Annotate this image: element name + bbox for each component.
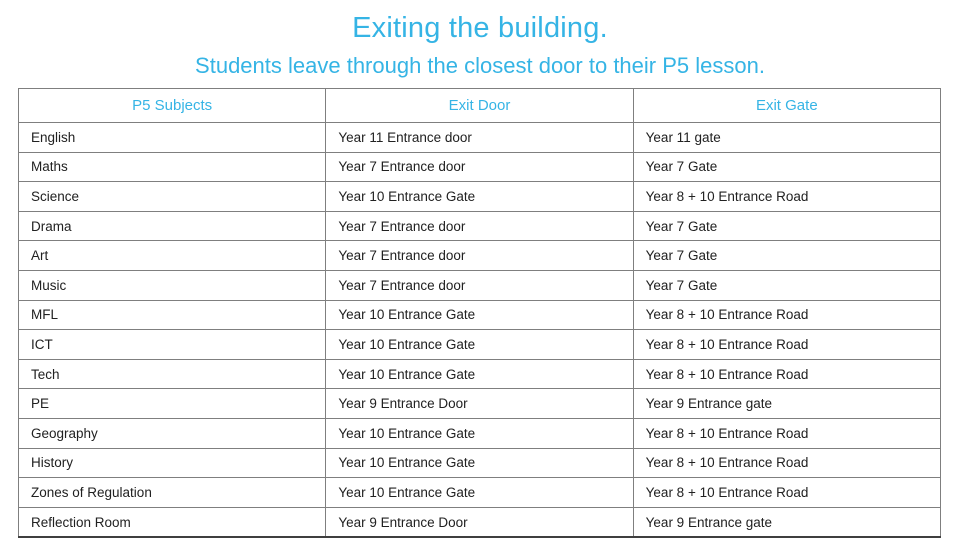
exit-table-body: English Year 11 Entrance door Year 11 ga… — [17, 122, 942, 539]
exit-gate-cell: Year 9 Entrance gate — [632, 506, 942, 539]
table-row: Drama Year 7 Entrance door Year 7 Gate — [17, 210, 942, 242]
exit-gate-cell: Year 8 + 10 Entrance Road — [632, 181, 942, 212]
subject-cell: Drama — [17, 210, 327, 242]
table-row: Zones of Regulation Year 10 Entrance Gat… — [17, 477, 942, 508]
exit-gate-cell: Year 7 Gate — [632, 151, 942, 183]
subject-cell: English — [17, 122, 327, 153]
table-row: Science Year 10 Entrance Gate Year 8 + 1… — [17, 181, 942, 212]
table-row: Maths Year 7 Entrance door Year 7 Gate — [17, 151, 942, 183]
exit-door-cell: Year 7 Entrance door — [325, 210, 634, 242]
subject-cell: MFL — [17, 299, 327, 331]
exit-gate-cell: Year 8 + 10 Entrance Road — [632, 417, 942, 449]
exit-gate-cell: Year 8 + 10 Entrance Road — [632, 477, 942, 508]
subject-cell: Art — [17, 240, 327, 271]
subject-cell: ICT — [17, 329, 327, 360]
exit-table: P5 Subjects Exit Door Exit Gate English … — [17, 88, 942, 539]
table-row: Reflection Room Year 9 Entrance Door Yea… — [17, 506, 942, 539]
exit-door-cell: Year 10 Entrance Gate — [325, 417, 634, 449]
subject-cell: Music — [17, 269, 327, 301]
exit-gate-cell: Year 9 Entrance gate — [632, 388, 942, 419]
exit-door-cell: Year 9 Entrance Door — [325, 388, 634, 419]
exit-gate-cell: Year 7 Gate — [632, 240, 942, 271]
exit-door-cell: Year 10 Entrance Gate — [325, 299, 634, 331]
subject-cell: Maths — [17, 151, 327, 183]
page-title: Exiting the building. — [352, 12, 608, 44]
exit-door-cell: Year 11 Entrance door — [325, 122, 634, 153]
exit-door-cell: Year 10 Entrance Gate — [325, 477, 634, 508]
column-header-exit-door: Exit Door — [325, 88, 634, 123]
exit-door-cell: Year 10 Entrance Gate — [325, 447, 634, 479]
subject-cell: Zones of Regulation — [17, 477, 327, 508]
exit-door-cell: Year 7 Entrance door — [325, 151, 634, 183]
exit-table-header: P5 Subjects Exit Door Exit Gate — [17, 88, 942, 123]
table-row: History Year 10 Entrance Gate Year 8 + 1… — [17, 447, 942, 479]
exit-door-cell: Year 9 Entrance Door — [325, 506, 634, 539]
table-row: Music Year 7 Entrance door Year 7 Gate — [17, 269, 942, 301]
exit-door-cell: Year 10 Entrance Gate — [325, 181, 634, 212]
table-row: ICT Year 10 Entrance Gate Year 8 + 10 En… — [17, 329, 942, 360]
subject-cell: Science — [17, 181, 327, 212]
table-row: MFL Year 10 Entrance Gate Year 8 + 10 En… — [17, 299, 942, 331]
exit-door-cell: Year 7 Entrance door — [325, 240, 634, 271]
exit-gate-cell: Year 8 + 10 Entrance Road — [632, 299, 942, 331]
exit-gate-cell: Year 7 Gate — [632, 269, 942, 301]
subject-cell: Tech — [17, 358, 327, 390]
page-subtitle: Students leave through the closest door … — [195, 53, 765, 78]
subject-cell: Geography — [17, 417, 327, 449]
column-header-exit-gate: Exit Gate — [632, 88, 942, 123]
header-row: P5 Subjects Exit Door Exit Gate — [17, 88, 942, 123]
subject-cell: PE — [17, 388, 327, 419]
subject-cell: History — [17, 447, 327, 479]
exit-gate-cell: Year 8 + 10 Entrance Road — [632, 447, 942, 479]
exit-door-cell: Year 10 Entrance Gate — [325, 358, 634, 390]
table-row: PE Year 9 Entrance Door Year 9 Entrance … — [17, 388, 942, 419]
exit-door-cell: Year 10 Entrance Gate — [325, 329, 634, 360]
subject-cell: Reflection Room — [17, 506, 327, 539]
table-row: Geography Year 10 Entrance Gate Year 8 +… — [17, 417, 942, 449]
exit-table-container: P5 Subjects Exit Door Exit Gate English … — [17, 88, 942, 539]
table-row: English Year 11 Entrance door Year 11 ga… — [17, 122, 942, 153]
exit-door-cell: Year 7 Entrance door — [325, 269, 634, 301]
exit-gate-cell: Year 8 + 10 Entrance Road — [632, 358, 942, 390]
exit-gate-cell: Year 8 + 10 Entrance Road — [632, 329, 942, 360]
table-row: Tech Year 10 Entrance Gate Year 8 + 10 E… — [17, 358, 942, 390]
table-row: Art Year 7 Entrance door Year 7 Gate — [17, 240, 942, 271]
column-header-p5-subjects: P5 Subjects — [17, 88, 327, 123]
exit-gate-cell: Year 7 Gate — [632, 210, 942, 242]
exit-gate-cell: Year 11 gate — [632, 122, 942, 153]
